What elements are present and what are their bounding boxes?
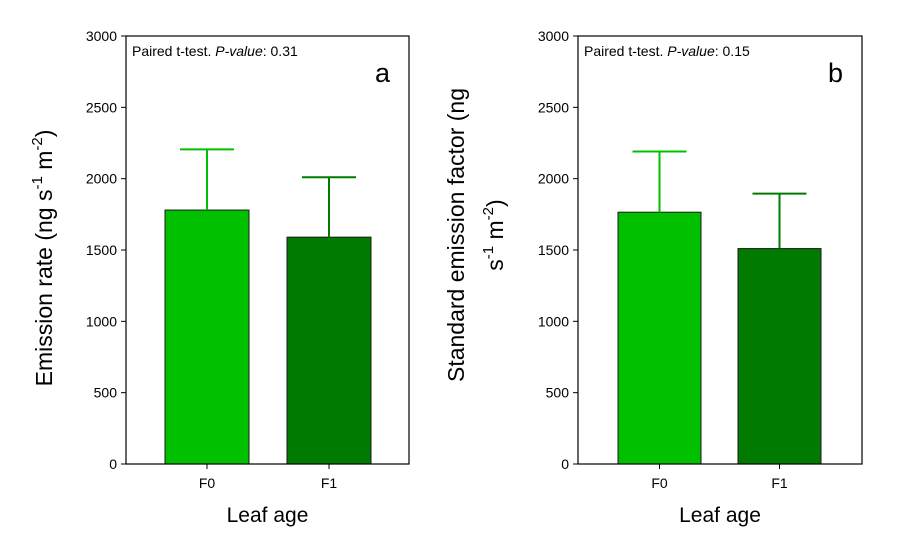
y-tick-label: 3000 bbox=[86, 28, 117, 44]
panel-label: a bbox=[375, 58, 391, 88]
y-tick-label: 1000 bbox=[86, 313, 117, 329]
y-tick-label: 3000 bbox=[538, 28, 569, 44]
bar-f1 bbox=[737, 248, 822, 465]
y-axis-label-line2: s-1 m-2) bbox=[480, 199, 508, 270]
x-axis-label: Leaf age bbox=[227, 504, 309, 527]
x-axis-label: Leaf age bbox=[679, 504, 761, 527]
bar-f1 bbox=[286, 236, 372, 465]
y-tick-label: 0 bbox=[109, 456, 117, 472]
x-tick-label: F1 bbox=[321, 475, 338, 491]
chart-panel-a: 0 500 1000 1500 2000 2500 3000 F0 F1 Leaf age Pair… bbox=[29, 28, 410, 527]
x-tick-label: F0 bbox=[651, 475, 668, 491]
stat-annotation: Paired t-test. P-value: 0.15 bbox=[584, 43, 750, 59]
y-tick-label: 500 bbox=[546, 385, 570, 401]
x-tick-label: F1 bbox=[771, 475, 788, 491]
y-tick-label: 500 bbox=[94, 385, 118, 401]
panel-label: b bbox=[828, 58, 843, 88]
x-tick-label: F0 bbox=[199, 475, 216, 491]
y-tick-label: 2000 bbox=[86, 171, 117, 187]
bar-f0 bbox=[164, 209, 250, 465]
y-tick-label: 1000 bbox=[538, 313, 569, 329]
y-tick-label: 2000 bbox=[538, 171, 569, 187]
y-tick-label: 2500 bbox=[538, 99, 569, 115]
y-tick-label: 1500 bbox=[538, 242, 569, 258]
stat-annotation: Paired t-test. P-value: 0.31 bbox=[132, 43, 298, 59]
y-tick-label: 1500 bbox=[86, 242, 117, 258]
y-axis-label-line1: Standard emission factor (ng bbox=[443, 88, 469, 382]
y-tick-label: 2500 bbox=[86, 99, 117, 115]
y-axis-label: Emission rate (ng s-1 m-2) bbox=[29, 130, 57, 387]
bar-f0 bbox=[617, 211, 702, 465]
chart-panel-b: 0 500 1000 1500 2000 2500 3000 F0 F1 Leaf age Pair… bbox=[443, 28, 863, 527]
y-tick-label: 0 bbox=[561, 456, 569, 472]
